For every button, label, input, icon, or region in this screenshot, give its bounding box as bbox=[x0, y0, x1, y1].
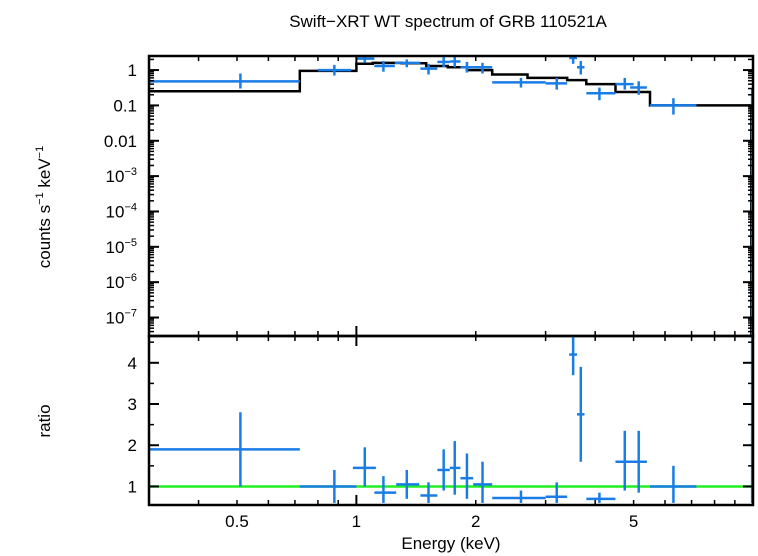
top-y-axis-label: counts s−1 keV−1 bbox=[34, 146, 54, 268]
spectrum-point bbox=[394, 59, 421, 68]
ratio-point bbox=[460, 453, 474, 499]
data-points-bottom bbox=[149, 336, 754, 503]
x-axis-label: Energy (keV) bbox=[401, 534, 500, 553]
chart-title: Swift−XRT WT spectrum of GRB 110521A bbox=[289, 12, 607, 31]
spectrum-point bbox=[473, 62, 493, 74]
y-tick-label: 10−7 bbox=[106, 308, 137, 328]
data-points-top bbox=[149, 56, 754, 336]
spectrum-point bbox=[374, 61, 395, 72]
bottom-y-axis-label: ratio bbox=[35, 404, 54, 437]
spectrum-point bbox=[577, 61, 585, 75]
bottom-panel-frame bbox=[147, 334, 755, 507]
spectrum-point bbox=[569, 56, 578, 64]
top-x-ticks bbox=[148, 56, 736, 336]
ratio-point bbox=[374, 476, 397, 503]
ratio-point bbox=[420, 482, 438, 503]
ratio-point bbox=[449, 441, 461, 495]
ratio-point bbox=[492, 490, 546, 503]
spectrum-point bbox=[650, 98, 697, 115]
ratio-point bbox=[577, 366, 585, 462]
y-tick-label: 10−3 bbox=[106, 166, 137, 186]
y-tick-label: 10−4 bbox=[106, 201, 137, 221]
bottom-y-ticks: 1 2 3 4 bbox=[128, 341, 753, 496]
spectrum-point bbox=[420, 63, 438, 75]
ratio-point bbox=[473, 461, 493, 503]
ratio-point bbox=[650, 465, 697, 503]
ratio-point bbox=[586, 492, 616, 503]
y-tick-label: 10−5 bbox=[106, 237, 137, 257]
x-tick-labels: 0.5 1 2 5 bbox=[225, 512, 638, 531]
ratio-point bbox=[396, 469, 420, 499]
x-tick-label: 2 bbox=[471, 512, 480, 531]
ratio-point bbox=[149, 412, 300, 487]
spectrum-point bbox=[545, 77, 568, 90]
x-tick-label: 0.5 bbox=[225, 512, 249, 531]
ratio-point bbox=[437, 449, 450, 491]
ratio-tick-label: 4 bbox=[128, 354, 137, 373]
ratio-point bbox=[545, 482, 568, 503]
bottom-x-ticks bbox=[148, 336, 736, 505]
top-panel: 1 0.1 0.01 10−3 10−4 10−5 10−6 10−7 counts s−1 … bbox=[34, 54, 755, 338]
top-y-ticks: 1 0.1 0.01 10−3 10−4 10−5 10−6 10−7 bbox=[104, 58, 753, 333]
spectrum-point bbox=[492, 77, 546, 88]
ratio-point bbox=[352, 447, 376, 487]
top-panel-frame bbox=[147, 54, 755, 338]
model-curve-top bbox=[149, 61, 753, 338]
model-step-line bbox=[149, 61, 753, 338]
ratio-tick-label: 2 bbox=[128, 436, 137, 455]
y-tick-label: 0.01 bbox=[104, 132, 137, 151]
spectrum-point bbox=[449, 56, 461, 68]
ratio-point bbox=[299, 469, 357, 503]
spectrum-point bbox=[586, 87, 616, 101]
bottom-panel: 1 2 3 4 ratio bbox=[35, 334, 755, 507]
spectrum-point bbox=[317, 64, 352, 76]
ratio-tick-label: 1 bbox=[128, 477, 137, 496]
x-tick-label: 1 bbox=[352, 512, 361, 531]
ratio-tick-label: 3 bbox=[128, 395, 137, 414]
ratio-point bbox=[630, 430, 647, 493]
spectrum-point bbox=[437, 57, 450, 68]
ratio-point bbox=[569, 336, 578, 376]
y-tick-label: 10−6 bbox=[106, 272, 137, 292]
y-tick-label: 0.1 bbox=[113, 96, 137, 115]
spectrum-point bbox=[630, 81, 647, 95]
spectrum-point bbox=[149, 73, 300, 89]
x-tick-label: 5 bbox=[629, 512, 638, 531]
spectrum-point bbox=[460, 61, 474, 73]
spectrum-point bbox=[615, 77, 634, 90]
y-tick-label: 1 bbox=[128, 61, 137, 80]
